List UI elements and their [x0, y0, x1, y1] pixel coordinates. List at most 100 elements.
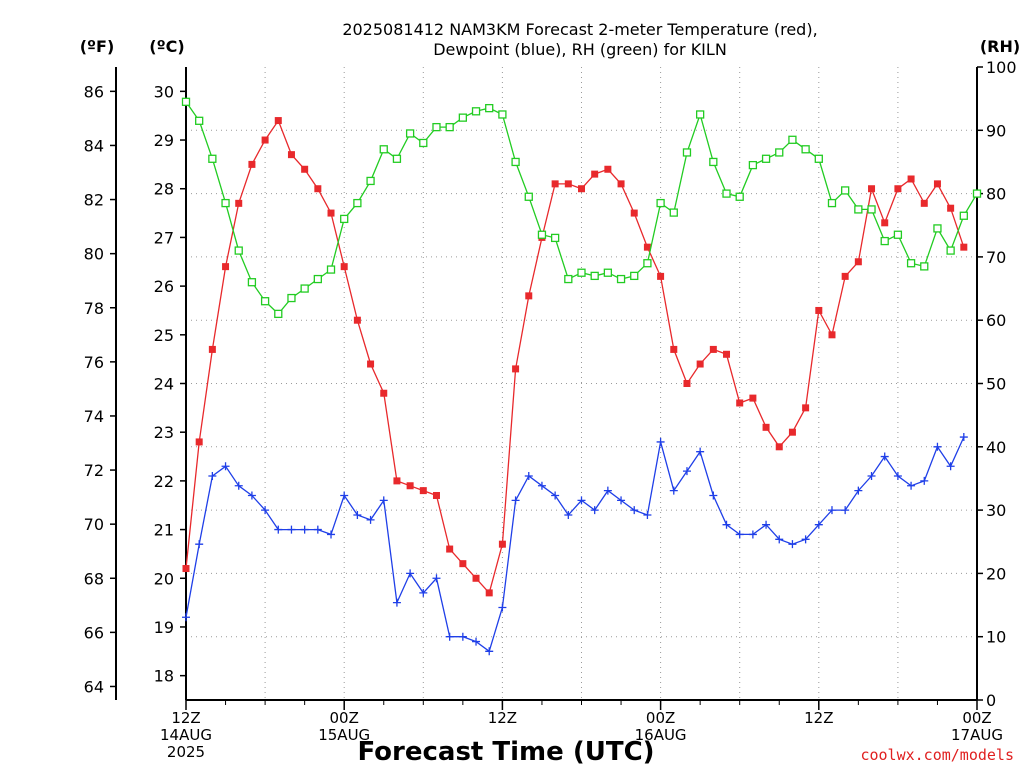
- rh-point: [313, 274, 322, 284]
- temperature-point: [248, 160, 256, 168]
- rh-point: [419, 138, 428, 148]
- dewpoint-point: [762, 520, 771, 529]
- rh-point: [841, 186, 850, 195]
- dewpoint-point: [656, 437, 665, 446]
- fahrenheit-axis-label: (ºF): [80, 37, 115, 56]
- dewpoint-point: [867, 472, 876, 481]
- rh-point: [906, 259, 916, 268]
- dewpoint-point: [458, 632, 467, 641]
- dewpoint-point: [419, 588, 428, 597]
- rh-point: [353, 198, 362, 208]
- temperature-point: [261, 136, 269, 144]
- temperature-point: [274, 117, 282, 125]
- dewpoint-point: [920, 476, 929, 485]
- temperature-point: [512, 365, 520, 373]
- temperature-point: [432, 491, 440, 499]
- rh-point: [221, 198, 230, 208]
- x-tick-label: 2025: [167, 743, 205, 761]
- rh-point: [696, 110, 705, 119]
- rh-point: [458, 113, 468, 122]
- fahrenheit-tick-label: 64: [84, 677, 104, 696]
- celsius-tick-label: 19: [154, 618, 174, 637]
- dewpoint-point: [893, 472, 902, 481]
- watermark: coolwx.com/models: [860, 746, 1014, 764]
- dewpoint-point: [946, 462, 955, 471]
- rh-point: [603, 268, 613, 277]
- grid: [186, 67, 977, 700]
- temperature-point: [340, 263, 348, 271]
- rh-point: [801, 145, 810, 154]
- temperature-point: [195, 438, 203, 446]
- dewpoint-point: [445, 632, 454, 641]
- temperature-point: [485, 589, 493, 597]
- rh-tick-label: 90: [986, 121, 1006, 140]
- dewpoint-point: [669, 486, 678, 495]
- temperature-point: [643, 243, 651, 251]
- temperature-point: [578, 185, 585, 193]
- rh-point: [247, 278, 257, 287]
- x-tick-label: 12Z: [488, 709, 517, 727]
- temperature-point: [828, 331, 836, 339]
- dewpoint-point: [353, 510, 362, 519]
- temperature-point: [788, 428, 796, 436]
- rh-point: [379, 145, 388, 154]
- dewpoint-point: [880, 452, 889, 461]
- rh-point: [577, 268, 586, 277]
- rh-point: [748, 160, 758, 170]
- rh-tick-label: 60: [986, 311, 1006, 330]
- temperature-point: [222, 263, 230, 271]
- celsius-tick-label: 28: [154, 180, 174, 199]
- celsius-tick-label: 18: [154, 667, 174, 686]
- rh-point: [208, 154, 217, 163]
- rh-tick-label: 30: [986, 501, 1006, 520]
- temperature-point: [472, 574, 480, 582]
- dewpoint-point: [485, 647, 494, 656]
- temperature-point: [907, 175, 915, 183]
- temperature-point: [591, 170, 599, 178]
- fahrenheit-tick-label: 72: [84, 461, 104, 480]
- temperature-point: [182, 565, 190, 573]
- temperature-point: [287, 151, 295, 159]
- dewpoint-point: [234, 481, 243, 490]
- fahrenheit-tick-label: 82: [84, 191, 104, 210]
- rh-point: [722, 189, 731, 198]
- temperature-point: [802, 404, 810, 412]
- rh-point: [445, 122, 454, 132]
- rh-point: [485, 103, 494, 113]
- temperature-point: [736, 399, 744, 407]
- temperature-point: [841, 272, 849, 280]
- x-tick-label: 12Z: [171, 709, 200, 727]
- x-tick-label: 12Z: [804, 709, 833, 727]
- dewpoint-point: [379, 496, 388, 505]
- rh-tick-label: 40: [986, 438, 1006, 457]
- celsius-tick-label: 30: [154, 82, 174, 101]
- axes: 64 66 68 70 72 74 76 78 80 82 84 86 18 19 20 21 22 23 24 25…: [84, 58, 1017, 761]
- rh-point: [946, 246, 955, 255]
- temperature-point: [314, 185, 322, 193]
- dewpoint-point: [630, 506, 639, 515]
- rh-point: [366, 176, 375, 186]
- rh-point: [972, 189, 982, 198]
- temperature-point: [762, 423, 770, 431]
- dewpoint-point: [577, 496, 586, 505]
- temperature-point: [749, 394, 757, 402]
- temperature-point: [564, 180, 572, 188]
- temperature-point: [815, 306, 823, 314]
- x-tick-label: 16AUG: [635, 726, 687, 744]
- rh-point: [471, 107, 481, 116]
- dewpoint-point: [722, 520, 731, 529]
- fahrenheit-tick-label: 74: [84, 407, 104, 426]
- series: [181, 97, 982, 656]
- temperature-point: [947, 204, 955, 212]
- dewpoint-point: [907, 481, 916, 490]
- dewpoint-point: [643, 510, 652, 519]
- dewpoint-point: [472, 637, 481, 646]
- x-tick-label: 00Z: [330, 709, 359, 727]
- celsius-axis-label: (ºC): [149, 37, 184, 56]
- dewpoint-point: [287, 525, 296, 534]
- temperature-point: [920, 199, 928, 207]
- dewpoint-point: [827, 506, 836, 515]
- temperature-point: [868, 185, 876, 193]
- rh-point: [274, 309, 283, 319]
- dewpoint-point: [195, 540, 204, 549]
